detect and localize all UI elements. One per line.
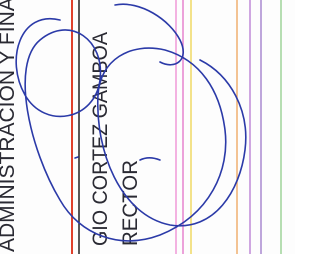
scanned-page: ADMINISTRACIÓN Y FINAN GIO CORTEZ GAMBOA… xyxy=(0,0,295,254)
role-text: RECTOR xyxy=(119,160,142,246)
signature-dot xyxy=(75,157,78,158)
department-text: ADMINISTRACIÓN Y FINAN xyxy=(0,0,19,252)
